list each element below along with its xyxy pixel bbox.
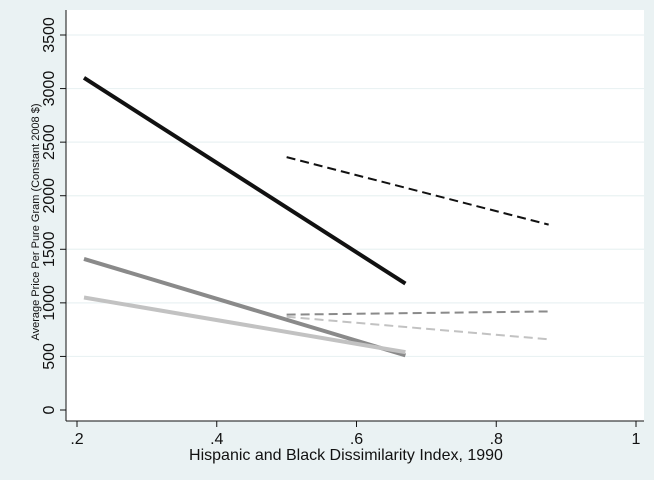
y-tick-label: 0 (41, 405, 58, 414)
x-tick-label: .6 (350, 431, 363, 448)
y-tick-label: 500 (41, 343, 58, 370)
x-tick-label: .4 (210, 431, 223, 448)
series-line-5 (286, 310, 549, 316)
y-tick-label: 3500 (41, 17, 58, 53)
series-line-2 (83, 257, 406, 358)
y-tick-label: 2500 (41, 124, 58, 160)
plot-area (66, 10, 644, 421)
y-tick-label: 3000 (41, 71, 58, 107)
series-line-6 (286, 315, 549, 341)
x-tick-label: 1 (632, 431, 641, 448)
y-tick-label: 1500 (41, 231, 58, 267)
x-axis-ticks: .2 .4 .6 .8 1 (70, 421, 641, 448)
series-line-1 (82, 76, 407, 286)
series-line-3 (83, 295, 406, 355)
x-tick-label: .2 (70, 431, 83, 448)
y-axis-title: Average Price Per Pure Gram (Constant 20… (30, 103, 42, 340)
x-tick-label: .8 (490, 431, 503, 448)
x-axis-title: Hispanic and Black Dissimilarity Index, … (189, 447, 503, 464)
y-tick-label: 2000 (41, 178, 58, 214)
y-tick-label: 1000 (41, 285, 58, 321)
series-line-4 (286, 156, 549, 226)
y-axis-ticks: 0 500 1000 1500 2000 2500 3000 3500 (41, 17, 66, 414)
series-lines (82, 76, 549, 358)
